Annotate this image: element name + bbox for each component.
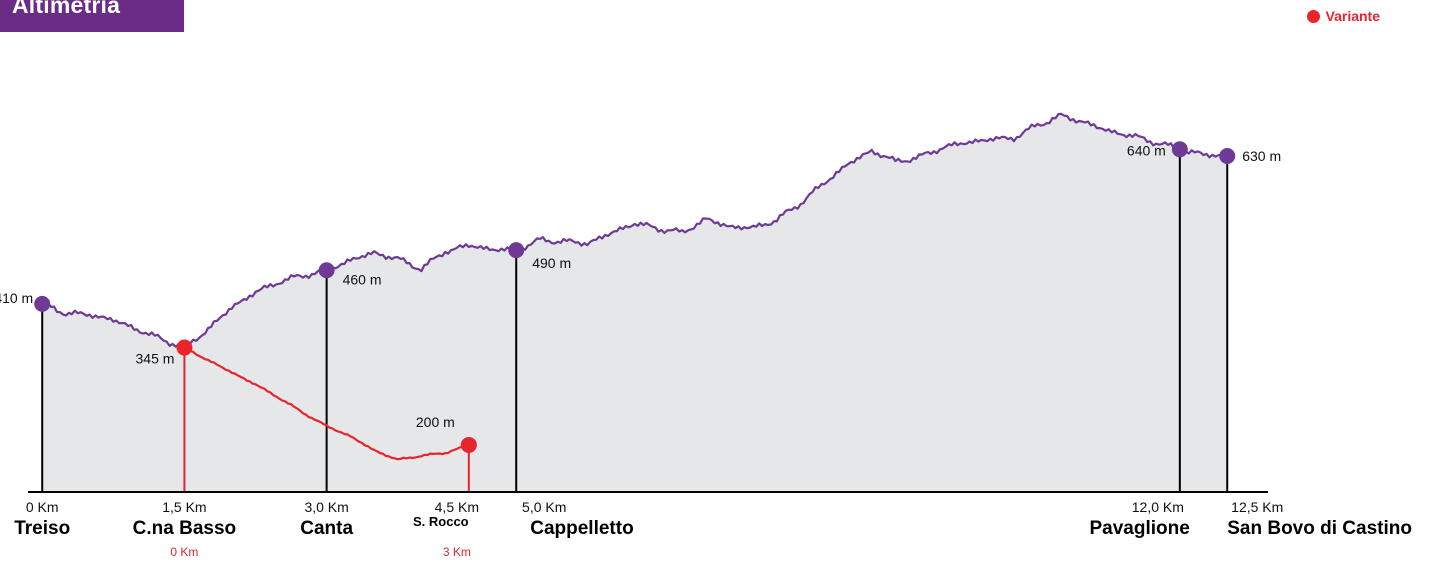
variant-route-line [184, 346, 469, 461]
legend: Variante [1306, 8, 1380, 24]
elevation-point-0 [34, 295, 51, 312]
km-label-5: 12,0 Km [1132, 499, 1184, 515]
elevation-point-3 [460, 436, 477, 453]
main-route-line [41, 112, 1228, 348]
elevation-point-5 [1171, 141, 1188, 158]
legend-label-variante: Variante [1325, 8, 1380, 24]
km-label-6: 12,5 Km [1231, 499, 1283, 515]
elevation-label-5: 640 m [1127, 142, 1166, 158]
km-label-1: 1,5 Km [162, 499, 206, 515]
elevation-point-4 [508, 242, 525, 259]
elevation-label-4: 490 m [532, 255, 571, 271]
place-name-3: S. Rocco [413, 514, 469, 529]
elevation-label-3: 200 m [416, 414, 455, 430]
km-label-4: 5,0 Km [522, 499, 566, 515]
km-label-0: 0 Km [26, 499, 59, 515]
place-name-5: Pavaglione [1090, 518, 1190, 539]
elevation-point-6 [1219, 148, 1236, 165]
legend-dot [1306, 9, 1320, 23]
title-badge: Altimetria [0, 0, 184, 32]
variant-km-label-3: 3 Km [443, 545, 471, 559]
place-name-0: Treiso [14, 518, 70, 539]
elevation-label-1: 345 m [136, 351, 175, 367]
km-label-3: 4,5 Km [435, 499, 479, 515]
chart-title: Altimetria [12, 0, 121, 18]
elevation-label-6: 630 m [1242, 148, 1281, 164]
variant-km-label-1: 0 Km [170, 545, 198, 559]
elevation-point-2 [318, 262, 335, 279]
place-name-6: San Bovo di Castino [1227, 518, 1412, 539]
km-label-2: 3,0 Km [304, 499, 348, 515]
place-name-2: Canta [300, 518, 353, 539]
profile-area [42, 113, 1228, 493]
elevation-label-2: 460 m [343, 271, 382, 287]
place-name-1: C.na Basso [133, 518, 236, 539]
place-name-4: Cappelletto [530, 518, 633, 539]
elevation-point-1 [176, 339, 193, 356]
elevation-label-0: 410 m [0, 290, 33, 306]
